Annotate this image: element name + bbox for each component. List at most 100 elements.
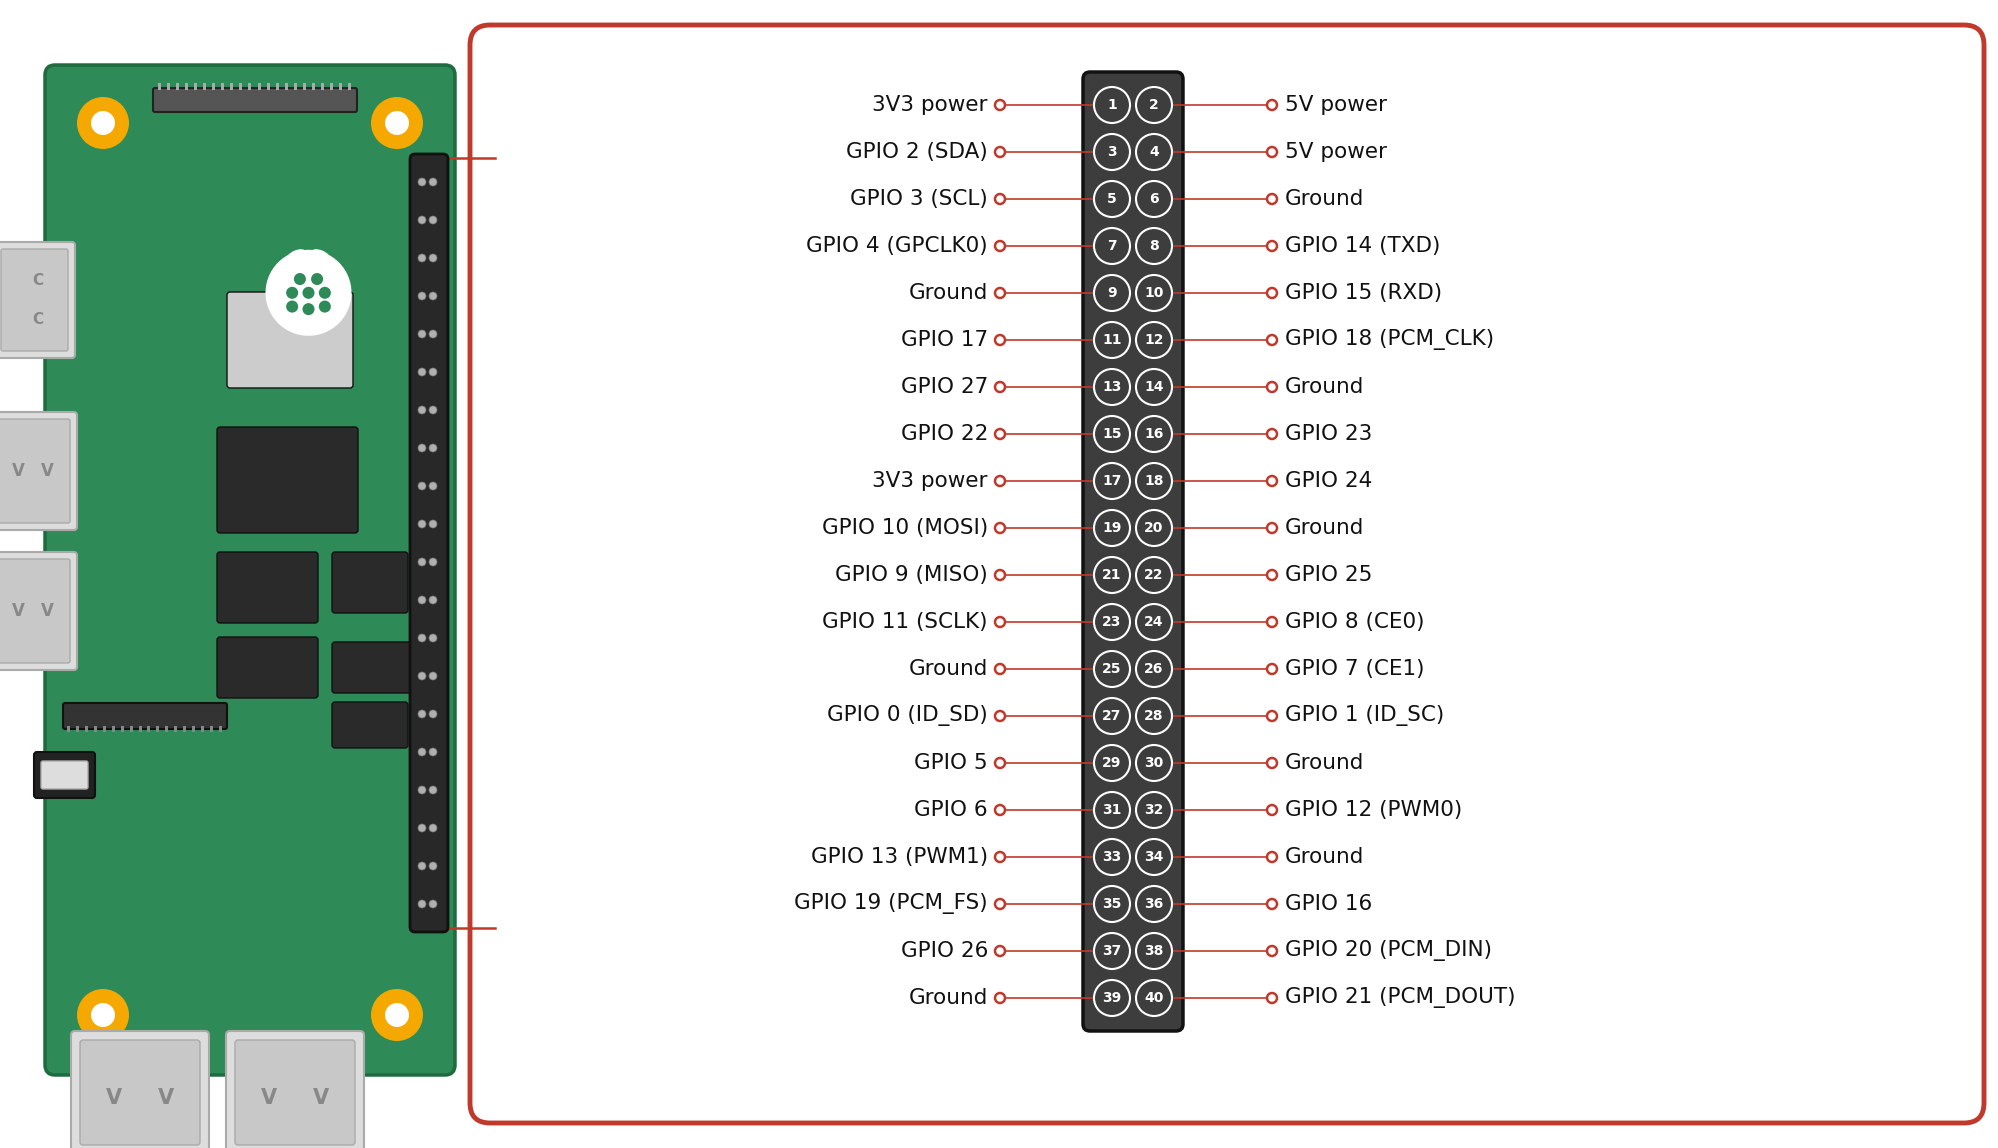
Circle shape xyxy=(1135,557,1171,594)
Text: GPIO 2 (SDA): GPIO 2 (SDA) xyxy=(845,142,987,162)
Circle shape xyxy=(1267,100,1277,110)
Circle shape xyxy=(1267,147,1277,157)
Circle shape xyxy=(1093,886,1129,922)
FancyBboxPatch shape xyxy=(154,88,358,113)
Circle shape xyxy=(1135,228,1171,264)
Text: 29: 29 xyxy=(1101,757,1121,770)
Bar xyxy=(194,83,198,90)
Circle shape xyxy=(430,824,438,832)
Circle shape xyxy=(1267,194,1277,204)
Circle shape xyxy=(430,520,438,528)
Circle shape xyxy=(1135,276,1171,311)
FancyBboxPatch shape xyxy=(0,559,70,664)
Bar xyxy=(130,726,132,732)
Circle shape xyxy=(995,946,1005,956)
Bar xyxy=(168,83,170,90)
FancyBboxPatch shape xyxy=(410,154,448,932)
Text: 19: 19 xyxy=(1101,521,1121,535)
Text: GPIO 20 (PCM_DIN): GPIO 20 (PCM_DIN) xyxy=(1285,940,1491,962)
Text: 25: 25 xyxy=(1101,662,1121,676)
Circle shape xyxy=(995,899,1005,909)
Text: 4: 4 xyxy=(1149,145,1159,160)
Circle shape xyxy=(418,596,426,604)
Text: 36: 36 xyxy=(1143,897,1163,912)
Text: 9: 9 xyxy=(1107,286,1117,300)
Text: GPIO 26: GPIO 26 xyxy=(901,941,987,961)
Bar xyxy=(276,83,278,90)
Circle shape xyxy=(418,709,426,718)
Text: 23: 23 xyxy=(1101,615,1121,629)
Text: V: V xyxy=(12,602,24,620)
Circle shape xyxy=(995,993,1005,1003)
Bar xyxy=(230,83,234,90)
Bar xyxy=(294,83,296,90)
Text: GPIO 11 (SCLK): GPIO 11 (SCLK) xyxy=(821,612,987,633)
Circle shape xyxy=(318,287,332,298)
FancyBboxPatch shape xyxy=(218,552,318,623)
Text: 35: 35 xyxy=(1101,897,1121,912)
Circle shape xyxy=(430,444,438,452)
Circle shape xyxy=(1135,980,1171,1016)
Circle shape xyxy=(418,178,426,186)
Text: 26: 26 xyxy=(1143,662,1163,676)
Text: C: C xyxy=(32,273,44,288)
FancyBboxPatch shape xyxy=(42,761,88,789)
FancyBboxPatch shape xyxy=(218,637,318,698)
Text: GPIO 15 (RXD): GPIO 15 (RXD) xyxy=(1285,284,1441,303)
FancyBboxPatch shape xyxy=(236,1040,356,1145)
Circle shape xyxy=(1093,980,1129,1016)
Bar xyxy=(348,83,352,90)
Ellipse shape xyxy=(312,249,330,261)
Circle shape xyxy=(995,100,1005,110)
Text: 6: 6 xyxy=(1149,192,1159,205)
Circle shape xyxy=(1093,87,1129,123)
Text: V: V xyxy=(158,1088,174,1108)
FancyBboxPatch shape xyxy=(332,642,414,693)
Circle shape xyxy=(995,288,1005,298)
Circle shape xyxy=(1093,745,1129,781)
Bar xyxy=(166,726,168,732)
Circle shape xyxy=(78,988,130,1041)
Circle shape xyxy=(995,758,1005,768)
Circle shape xyxy=(1093,698,1129,734)
Ellipse shape xyxy=(288,249,306,261)
Circle shape xyxy=(1093,321,1129,358)
Circle shape xyxy=(430,596,438,604)
Circle shape xyxy=(1135,839,1171,875)
Text: 17: 17 xyxy=(1101,474,1121,488)
Circle shape xyxy=(430,748,438,757)
Bar xyxy=(240,83,242,90)
Circle shape xyxy=(995,429,1005,439)
Circle shape xyxy=(286,287,298,298)
FancyBboxPatch shape xyxy=(218,427,358,533)
Circle shape xyxy=(1135,416,1171,452)
Circle shape xyxy=(1093,792,1129,828)
Bar xyxy=(284,83,288,90)
FancyBboxPatch shape xyxy=(228,292,354,388)
Circle shape xyxy=(995,664,1005,674)
FancyBboxPatch shape xyxy=(2,249,68,351)
FancyBboxPatch shape xyxy=(34,752,96,798)
Circle shape xyxy=(1135,604,1171,639)
Text: 28: 28 xyxy=(1143,709,1163,723)
Circle shape xyxy=(995,382,1005,391)
Text: 12: 12 xyxy=(1143,333,1163,347)
Bar xyxy=(258,83,260,90)
Circle shape xyxy=(418,444,426,452)
Circle shape xyxy=(286,301,298,312)
Circle shape xyxy=(995,335,1005,346)
Text: GPIO 13 (PWM1): GPIO 13 (PWM1) xyxy=(811,847,987,867)
FancyBboxPatch shape xyxy=(332,701,408,748)
Circle shape xyxy=(1267,429,1277,439)
Bar xyxy=(322,83,324,90)
Circle shape xyxy=(430,292,438,300)
Text: 11: 11 xyxy=(1101,333,1121,347)
Text: 15: 15 xyxy=(1101,427,1121,441)
FancyBboxPatch shape xyxy=(80,1040,200,1145)
Circle shape xyxy=(266,250,352,336)
Bar xyxy=(330,83,334,90)
Bar xyxy=(176,83,180,90)
Bar xyxy=(94,726,96,732)
Circle shape xyxy=(418,292,426,300)
Circle shape xyxy=(1135,463,1171,499)
